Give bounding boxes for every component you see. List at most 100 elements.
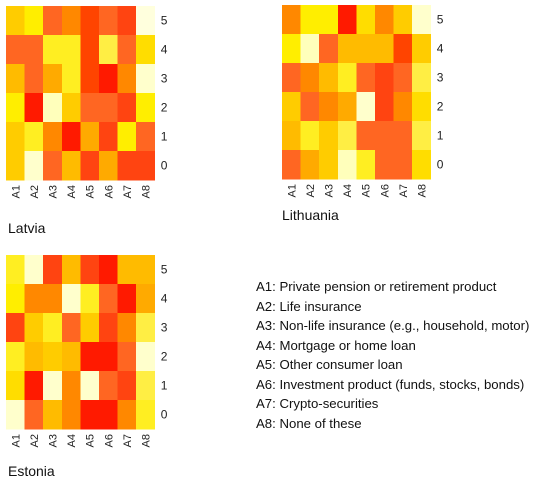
- heatmap-lithuania: 5 4 3 2 1 0 A1 A2 A3 A4 A5 A6 A7 A8: [282, 5, 451, 209]
- heatmap-cell-a3-4: [319, 34, 339, 64]
- x-tick-label: A7: [122, 185, 134, 198]
- heatmap-cell-a1-5: [282, 5, 301, 35]
- heatmap-cell-a2-5: [24, 255, 44, 285]
- y-tick-label: 2: [161, 350, 168, 364]
- heatmap-cell-a8-5: [412, 5, 432, 35]
- heatmap-cell-a4-0: [61, 151, 81, 181]
- heatmap-cell-a4-2: [61, 93, 81, 123]
- heatmap-cell-a1-1: [6, 371, 25, 401]
- country-label-estonia: Estonia: [8, 463, 55, 479]
- x-tick-label: A3: [324, 184, 336, 197]
- x-tick-label: A8: [141, 185, 153, 198]
- heatmap-cell-a2-2: [24, 93, 44, 123]
- heatmap-cell-a3-0: [43, 151, 63, 181]
- heatmap-cell-a3-0: [43, 400, 63, 430]
- legend-item-a5: A5: Other consumer loan: [256, 357, 403, 372]
- heatmap-cell-a7-3: [117, 313, 137, 343]
- heatmap-cell-a8-4: [136, 35, 156, 65]
- heatmap-cell-a7-3: [117, 64, 137, 94]
- heatmap-cell-a4-1: [61, 371, 81, 401]
- y-tick-label: 5: [161, 14, 168, 28]
- heatmap-cell-a3-4: [43, 35, 63, 65]
- heatmap-cell-a2-4: [300, 34, 320, 64]
- y-tick-label: 0: [161, 159, 168, 173]
- heatmap-cell-a6-3: [99, 313, 118, 343]
- heatmap-cell-a1-2: [6, 93, 25, 123]
- y-tick-label: 2: [437, 100, 444, 114]
- x-tick-label: A5: [85, 434, 97, 447]
- heatmap-cell-a6-3: [375, 63, 394, 93]
- heatmap-cell-a2-2: [24, 342, 44, 372]
- heatmap-cell-a7-4: [117, 284, 137, 314]
- heatmap-cell-a1-5: [6, 6, 25, 36]
- heatmap-cell-a6-2: [99, 93, 118, 123]
- y-tick-label: 0: [161, 408, 168, 422]
- heatmap-cell-a2-3: [24, 313, 44, 343]
- legend-item-a4: A4: Mortgage or home loan: [256, 337, 416, 353]
- heatmap-cell-a8-3: [136, 313, 156, 343]
- country-label-lithuania: Lithuania: [282, 207, 339, 223]
- heatmap-cell-a6-2: [99, 342, 118, 372]
- heatmap-cell-a6-4: [99, 284, 118, 314]
- heatmap-cell-a7-5: [393, 5, 413, 35]
- heatmap-cell-a4-5: [61, 255, 81, 285]
- legend-item-a8: A8: None of these: [256, 415, 362, 431]
- heatmap-cell-a3-1: [43, 122, 63, 152]
- heatmap-cell-a3-1: [43, 371, 63, 401]
- heatmap-cell-a3-3: [319, 63, 339, 93]
- heatmap-cell-a7-0: [117, 151, 137, 181]
- x-tick-label: A4: [66, 434, 78, 447]
- y-tick-label: 1: [161, 379, 168, 393]
- heatmap-cell-a5-0: [356, 150, 376, 180]
- country-label-latvia: Latvia: [8, 220, 46, 236]
- heatmap-cell-a3-2: [43, 93, 63, 123]
- heatmap-cell-a7-0: [393, 150, 413, 180]
- x-tick-label: A1: [10, 185, 22, 198]
- x-tick-label: A8: [141, 434, 153, 447]
- x-tick-label: A2: [29, 434, 41, 447]
- heatmap-cell-a1-4: [6, 284, 25, 314]
- heatmap-cell-a5-1: [80, 122, 100, 152]
- heatmap-cell-a1-3: [282, 63, 301, 93]
- x-tick-label: A3: [48, 434, 60, 447]
- heatmap-cell-a4-1: [337, 121, 357, 151]
- heatmap-cell-a5-1: [80, 371, 100, 401]
- heatmap-cell-a8-3: [136, 64, 156, 94]
- x-tick-label: A2: [305, 184, 317, 197]
- heatmap-cell-a4-3: [337, 63, 357, 93]
- heatmap-cell-a8-1: [412, 121, 432, 151]
- x-tick-label: A8: [417, 184, 429, 197]
- heatmap-cell-a2-2: [300, 92, 320, 122]
- heatmap-cell-a7-2: [393, 92, 413, 122]
- heatmap-cell-a1-0: [282, 150, 301, 180]
- heatmap-cell-a5-5: [80, 255, 100, 285]
- heatmap-cell-a6-5: [375, 5, 394, 35]
- heatmap-cell-a8-2: [412, 92, 432, 122]
- heatmap-cell-a1-0: [6, 151, 25, 181]
- heatmap-cell-a2-4: [24, 284, 44, 314]
- heatmap-cell-a5-4: [80, 284, 100, 314]
- heatmap-cell-a2-0: [300, 150, 320, 180]
- legend-item-a6: A6: Investment product (funds, stocks, b…: [256, 376, 525, 392]
- legend-item-a1: A1: Private pension or retirement produc…: [256, 279, 497, 294]
- heatmap-cell-a8-5: [136, 255, 156, 285]
- x-tick-label: A3: [48, 185, 60, 198]
- heatmap-cell-a5-1: [356, 121, 376, 151]
- y-tick-label: 5: [161, 263, 168, 277]
- heatmap-cell-a6-5: [99, 6, 118, 36]
- heatmap-cell-a2-5: [300, 5, 320, 35]
- heatmap-cell-a7-4: [393, 34, 413, 64]
- heatmap-cell-a2-4: [24, 35, 44, 65]
- heatmap-cell-a3-2: [43, 342, 63, 372]
- heatmap-cell-a8-2: [136, 342, 156, 372]
- heatmap-cell-a1-4: [6, 35, 25, 65]
- y-tick-label: 3: [161, 321, 168, 335]
- heatmap-cell-a2-1: [24, 371, 44, 401]
- legend-item-a3: A3: Non-life insurance (e.g., household,…: [256, 318, 530, 333]
- heatmap-cell-a5-5: [80, 6, 100, 36]
- heatmap-cell-a4-4: [61, 284, 81, 314]
- heatmap-cell-a7-2: [117, 342, 137, 372]
- heatmap-cell-a2-1: [300, 121, 320, 151]
- heatmap-cell-a6-4: [375, 34, 394, 64]
- heatmap-cell-a1-3: [6, 313, 25, 343]
